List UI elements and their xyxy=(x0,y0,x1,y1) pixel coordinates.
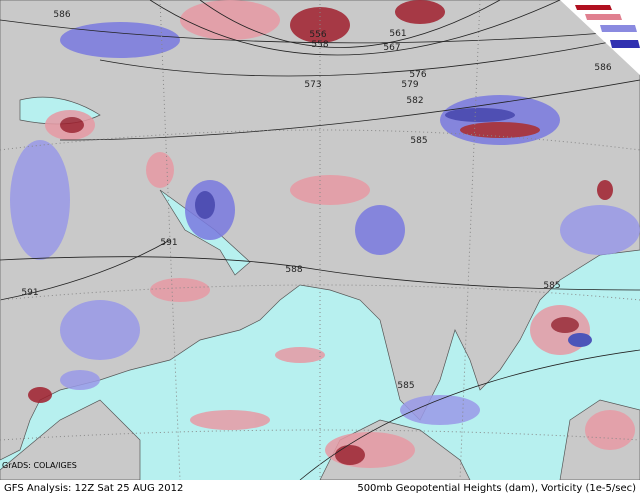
vorticity-blob xyxy=(275,347,325,363)
contour-label: 586 xyxy=(594,63,611,73)
contour-label: 561 xyxy=(389,29,406,39)
contour-label: 558 xyxy=(311,40,328,50)
vorticity-blob xyxy=(60,300,140,360)
vorticity-blob xyxy=(400,395,480,425)
contour-label: 556 xyxy=(309,30,326,40)
africa xyxy=(0,399,141,481)
contour-label: 591 xyxy=(21,288,38,298)
colorbar-swatch xyxy=(600,25,637,32)
vorticity xyxy=(10,0,640,468)
vorticity-blob xyxy=(568,333,592,347)
lon-line xyxy=(159,0,181,481)
contour-line xyxy=(149,0,561,56)
contour-label: 585 xyxy=(397,381,414,391)
contour-label: 582 xyxy=(406,96,423,106)
contour-label: 591 xyxy=(160,238,177,248)
colorbar-swatch xyxy=(585,14,622,20)
analysis-label: GFS Analysis: 12Z Sat 25 AUG 2012 xyxy=(4,483,183,494)
contour-label: 573 xyxy=(304,80,321,90)
vorticity-blob xyxy=(460,122,540,138)
vorticity-blob xyxy=(180,0,280,40)
vorticity-blob xyxy=(290,175,370,205)
contour-line xyxy=(99,39,621,77)
vorticity-blob xyxy=(585,410,635,450)
footer-bar xyxy=(0,480,640,496)
colorbar xyxy=(560,0,640,75)
contour-line xyxy=(0,19,640,44)
contour-line xyxy=(0,239,171,301)
colorbar-swatch xyxy=(575,5,612,10)
contour-label: 588 xyxy=(285,265,302,275)
vorticity-blob xyxy=(597,180,613,200)
contour-label: 585 xyxy=(543,281,560,291)
vorticity-blob xyxy=(10,140,70,260)
contour-label: 579 xyxy=(401,80,418,90)
contour-line xyxy=(0,256,640,291)
vorticity-blob xyxy=(355,205,405,255)
vorticity-blob xyxy=(60,117,84,133)
vorticity-blob xyxy=(150,278,210,302)
contour-line xyxy=(299,349,640,481)
description: 500mb Geopotential Heights (dam), Vortic… xyxy=(357,483,636,494)
colorbar-swatch xyxy=(610,40,640,48)
vorticity-blob xyxy=(190,410,270,430)
lat-line xyxy=(0,429,640,441)
vorticity-blob xyxy=(560,205,640,255)
vorticity-blob xyxy=(195,191,215,219)
vorticity-blob xyxy=(395,0,445,24)
lon-line xyxy=(459,0,481,481)
contour-label: 567 xyxy=(383,43,400,53)
contour-label: 585 xyxy=(410,136,427,146)
vorticity-blob xyxy=(551,317,579,333)
vorticity-blob xyxy=(60,22,180,58)
contour-label: 576 xyxy=(409,70,426,80)
contour-line xyxy=(59,79,640,141)
vorticity-blob xyxy=(28,387,52,403)
lat-line xyxy=(0,129,640,151)
vorticity-blob xyxy=(60,370,100,390)
vorticity-blob xyxy=(445,108,515,122)
contour-label: 586 xyxy=(53,10,70,20)
graticule xyxy=(0,0,640,481)
credit: GrADS: COLA/IGES xyxy=(2,461,77,470)
vorticity-blob xyxy=(146,152,174,188)
height-contours xyxy=(0,0,640,481)
vorticity-blob xyxy=(335,445,365,465)
contour-line xyxy=(199,0,501,48)
